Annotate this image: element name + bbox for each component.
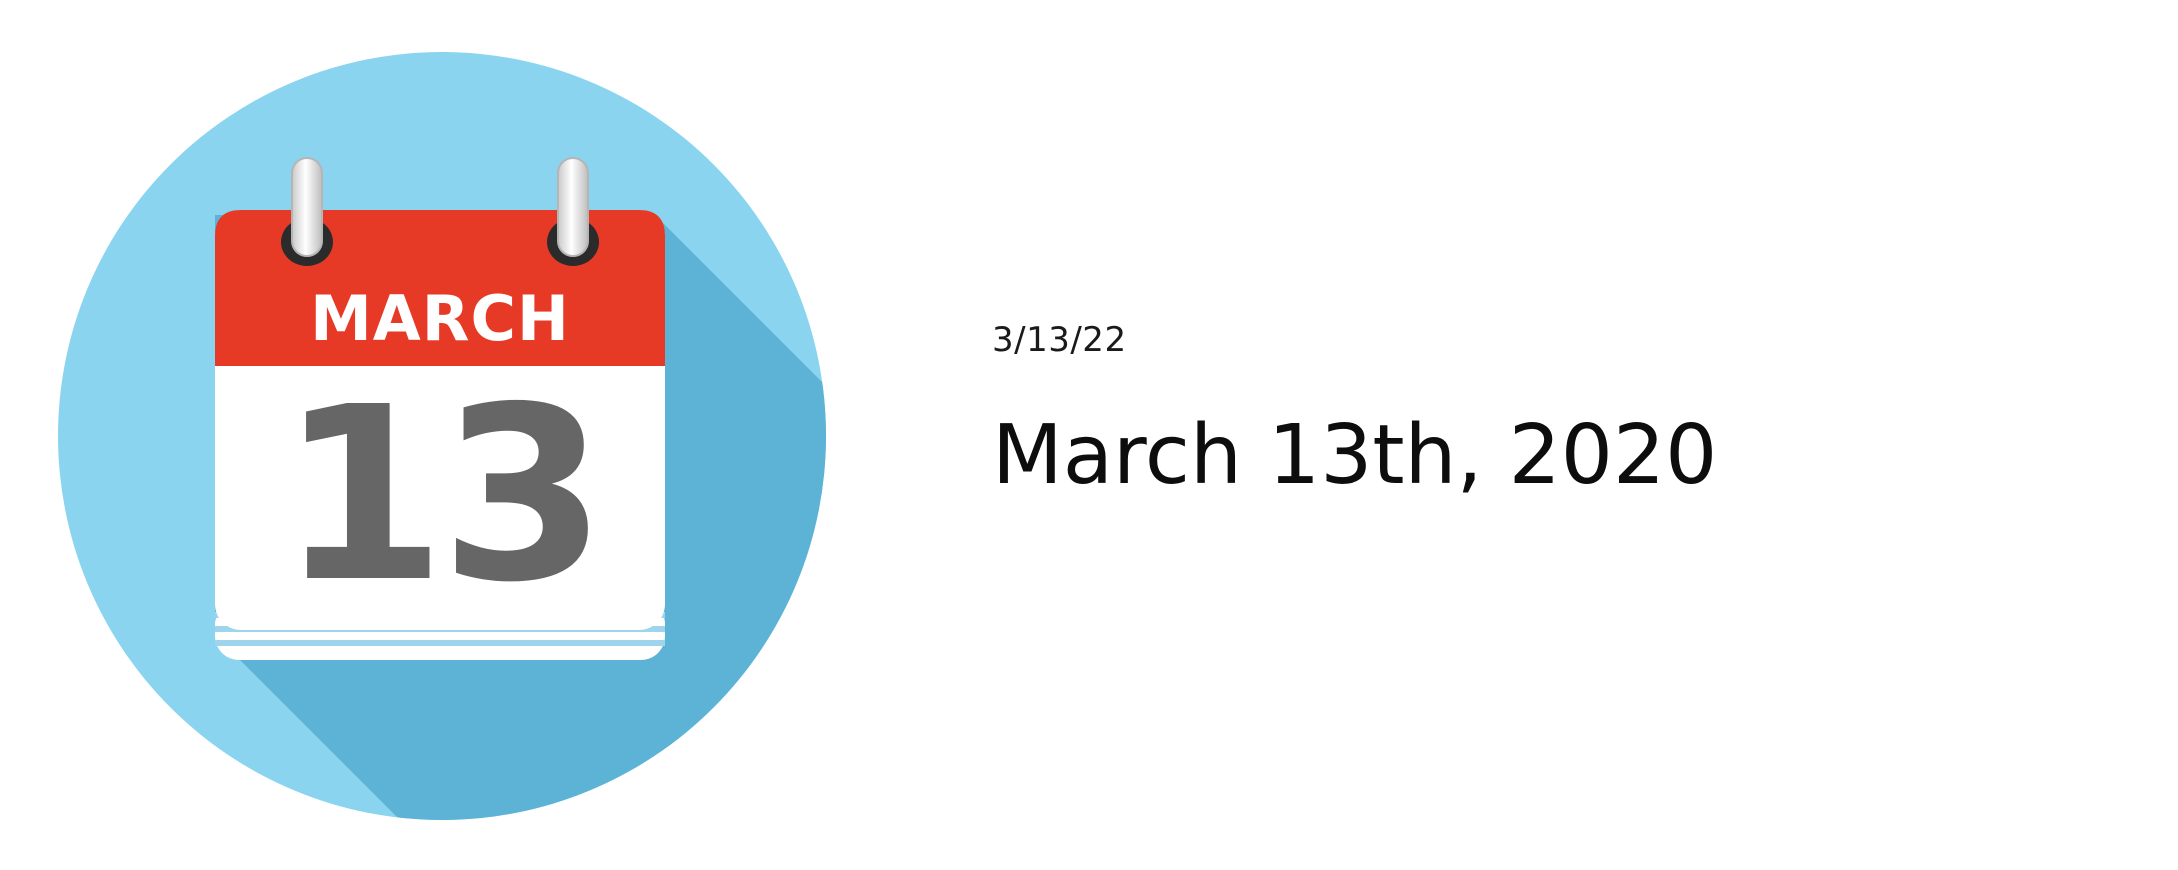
calendar-icon: MARCH 13 <box>0 0 880 870</box>
calendar-icon-svg: MARCH 13 <box>0 0 880 870</box>
binder-ring-right <box>558 158 588 256</box>
full-date-heading: March 13th, 2020 <box>992 408 2092 504</box>
binder-ring-left <box>292 158 322 256</box>
calendar-day-number: 13 <box>279 355 601 635</box>
short-date: 3/13/22 <box>992 320 2092 360</box>
calendar-month-label: MARCH <box>310 282 570 355</box>
date-info: 3/13/22 March 13th, 2020 <box>992 320 2092 504</box>
